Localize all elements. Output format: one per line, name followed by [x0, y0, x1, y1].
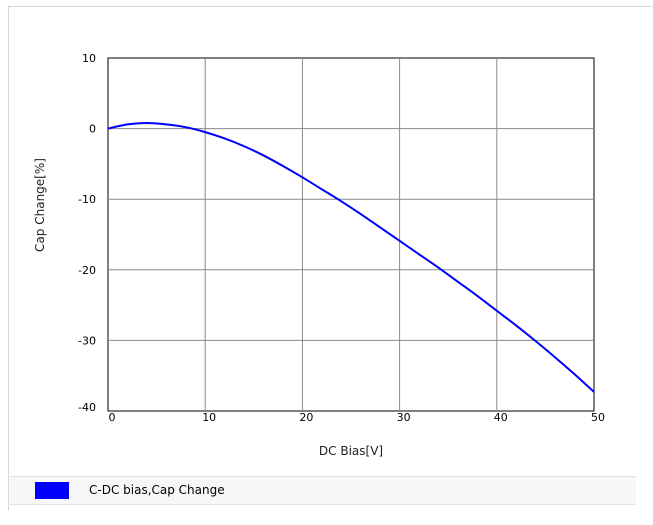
x-tick-label: 50 — [591, 411, 605, 424]
y-tick-label: -10 — [78, 193, 96, 206]
y-tick-label: -20 — [78, 264, 96, 277]
grid-lines — [108, 58, 594, 411]
legend-label: C-DC bias,Cap Change — [89, 483, 225, 497]
legend: C-DC bias,Cap Change — [10, 476, 636, 505]
x-tick-labels: 0 10 20 30 40 50 — [109, 411, 606, 424]
y-tick-label: -40 — [78, 401, 96, 414]
series-line — [107, 121, 595, 393]
plot-area — [107, 57, 595, 412]
y-tick-labels: 10 0 -10 -20 -30 -40 — [78, 52, 96, 414]
x-tick-label: 20 — [299, 411, 313, 424]
y-tick-label: 10 — [82, 52, 96, 65]
legend-swatch — [35, 482, 69, 499]
cap-change-chart: 0 10 20 30 40 50 10 0 -10 -20 -30 -40 DC Bias[V] C… — [33, 52, 606, 458]
x-tick-label: 0 — [109, 411, 116, 424]
y-tick-label: 0 — [89, 123, 96, 136]
chart-frame — [8, 6, 652, 510]
x-tick-label: 40 — [494, 411, 508, 424]
y-axis-title: Cap Change[%] — [33, 158, 47, 252]
x-axis-title: DC Bias[V] — [319, 444, 383, 458]
x-tick-label: 10 — [202, 411, 216, 424]
y-tick-label: -30 — [78, 334, 96, 347]
x-tick-label: 30 — [397, 411, 411, 424]
